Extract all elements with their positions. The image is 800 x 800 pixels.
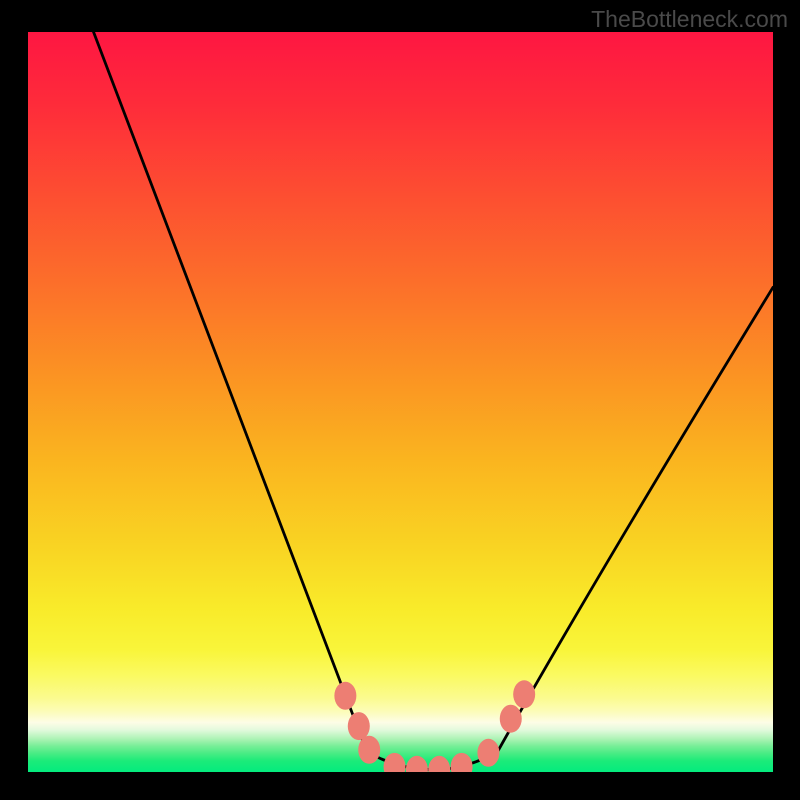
gradient-background xyxy=(28,32,773,772)
watermark-text: TheBottleneck.com xyxy=(591,6,788,33)
plot-area xyxy=(28,32,773,772)
